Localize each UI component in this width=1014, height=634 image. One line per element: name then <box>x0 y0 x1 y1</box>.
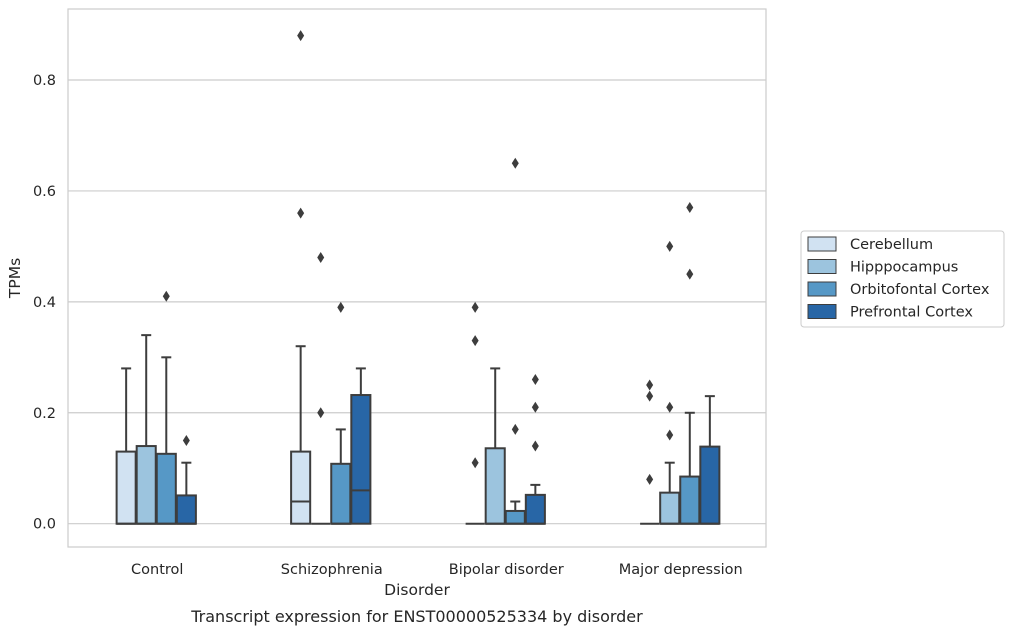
outlier-point <box>162 290 170 302</box>
outlier-point <box>646 473 654 485</box>
outlier-point <box>511 423 519 435</box>
legend-label: Hipppocampus <box>850 260 958 276</box>
box-hipppocampus <box>484 367 506 525</box>
box-cerebellum <box>115 367 137 525</box>
box-orbitofontal-cortex <box>679 202 701 525</box>
box-orbitofontal-cortex <box>504 157 526 525</box>
outlier-point <box>646 390 654 402</box>
x-tick-label: Major depression <box>619 562 743 578</box>
box-prefrontal-cortex <box>175 435 197 525</box>
outlier-point <box>686 268 694 280</box>
box-body <box>659 491 681 525</box>
box-body <box>699 445 721 525</box>
box-orbitofontal-cortex <box>330 301 352 525</box>
box-cerebellum <box>465 301 485 525</box>
plot-frame <box>67 8 767 548</box>
legend: Cerebellum Hipppocampus Orbitofontal Corte… <box>800 230 1005 328</box>
legend-label: Cerebellum <box>850 237 933 253</box>
x-axis-title: Disorder <box>384 581 450 599</box>
chart-caption: Transcript expression for ENST0000052533… <box>190 607 643 626</box>
x-tick-labels: Control Schizophrenia Bipolar disorder Majo… <box>131 562 743 578</box>
box-body <box>504 509 526 525</box>
box-body <box>135 445 157 525</box>
outlier-point <box>337 301 345 313</box>
outlier-point <box>317 407 325 419</box>
x-tick-label: Control <box>131 562 183 578</box>
outlier-point <box>666 401 674 413</box>
box-body <box>155 452 177 525</box>
outlier-point <box>511 157 519 169</box>
box-body <box>350 394 372 525</box>
outlier-point <box>531 440 539 452</box>
legend-frame <box>800 230 1005 328</box>
outlier-point <box>531 401 539 413</box>
box-body <box>290 450 312 525</box>
y-axis-title: TPMs <box>6 258 24 299</box>
x-tick-label: Bipolar disorder <box>449 562 564 578</box>
box-body <box>175 494 197 525</box>
outlier-point <box>317 251 325 263</box>
box-body <box>115 450 137 525</box>
outlier-point <box>471 335 479 347</box>
y-tick-label: 0.2 <box>33 406 56 422</box>
outlier-point <box>666 429 674 441</box>
legend-swatch <box>807 259 837 274</box>
box-prefrontal-cortex <box>699 395 721 525</box>
legend-swatch <box>807 304 837 319</box>
y-tick-label: 0.4 <box>33 295 56 311</box>
legend-swatch <box>807 236 837 252</box>
box-body <box>679 475 701 525</box>
legend-label: Prefrontal Cortex <box>850 305 973 321</box>
box-body <box>484 447 506 525</box>
legend-label: Orbitofontal Cortex <box>850 282 990 298</box>
outlier-point <box>297 30 305 42</box>
box-hipppocampus <box>311 251 331 525</box>
box-prefrontal-cortex <box>350 367 372 525</box>
outlier-point <box>666 240 674 252</box>
box-body <box>330 462 352 525</box>
box-cerebellum <box>640 379 660 525</box>
legend-swatch <box>807 281 837 297</box>
outlier-point <box>297 207 305 219</box>
box-body <box>524 493 546 525</box>
y-tick-label: 0.0 <box>33 517 56 533</box>
box-orbitofontal-cortex <box>155 290 177 525</box>
box-hipppocampus <box>135 334 157 525</box>
x-tick-label: Schizophrenia <box>281 562 383 578</box>
box-hipppocampus <box>659 240 681 525</box>
outlier-point <box>182 435 190 447</box>
box-prefrontal-cortex <box>524 373 546 525</box>
y-tick-labels: 0.0 0.2 0.4 0.6 0.8 <box>33 73 56 533</box>
outlier-point <box>471 301 479 313</box>
outlier-point <box>471 457 479 469</box>
outlier-point <box>646 379 654 391</box>
y-tick-label: 0.6 <box>33 184 56 200</box>
y-tick-label: 0.8 <box>33 73 56 89</box>
outlier-point <box>686 202 694 214</box>
box-cerebellum <box>290 30 312 525</box>
box-groups <box>115 30 721 525</box>
outlier-point <box>531 373 539 385</box>
